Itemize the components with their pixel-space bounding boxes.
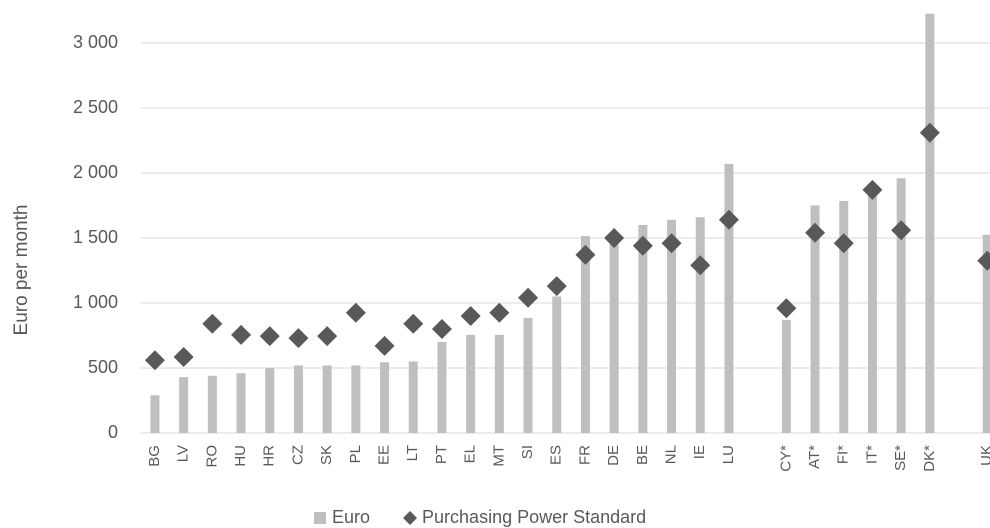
x-tick-label: CY* [777,445,794,472]
diamond-marker [259,326,280,347]
diamond-marker [977,250,990,271]
y-tick-label: 2 500 [73,97,118,117]
y-tick-label: 0 [108,422,118,442]
x-tick-label: LT [404,445,421,461]
diamond-marker [604,228,625,248]
diamond-marker [231,324,252,345]
x-tick-label: UK [978,445,990,466]
x-tick-label: IT* [863,445,880,464]
bar [925,13,935,433]
y-tick-label: 500 [88,357,118,377]
diamond-marker [862,179,883,200]
diamond-marker [173,346,194,367]
bar [322,365,332,433]
bar [494,334,504,433]
x-tick-label: DE [605,445,622,466]
diamond-marker [403,313,424,334]
x-tick-label: FI* [835,445,852,464]
bar [207,375,217,433]
legend-swatch [314,512,326,524]
diamond-marker [202,313,223,334]
x-tick-label: LV [175,445,192,462]
x-tick-label: BG [146,445,163,467]
diamond-marker [345,302,366,323]
bar [437,342,447,433]
x-tick-label: BE [634,445,651,465]
bar [150,395,160,433]
x-tick-label: AT* [806,445,823,469]
diamond-marker [632,235,653,256]
x-tick-label: CZ [289,445,306,465]
x-tick-label: HR [261,445,278,467]
diamond-marker [776,298,797,319]
x-tick-label: IE [691,445,708,459]
bar [810,205,820,433]
diamond-marker [919,122,940,143]
x-tick-label: EL [462,445,479,463]
diamond-marker [891,220,912,241]
diamond-marker [718,209,739,230]
diamond-marker [317,326,338,347]
bar [982,234,990,433]
x-tick-label: ES [548,445,565,465]
diamond-marker [661,233,682,254]
x-tick-label: NL [663,445,680,464]
y-tick-label: 3 000 [73,32,118,52]
x-tick-label: PL [347,445,364,463]
bar [724,163,734,433]
y-tick-label: 2 000 [73,162,118,182]
x-tick-label: SI [519,445,536,459]
diamond-marker [833,233,854,254]
x-tick-label: EE [376,445,393,465]
x-tick-label: MT [490,445,507,467]
bar [380,362,390,433]
bar [896,178,906,433]
x-tick-label: FR [576,445,593,465]
diamond-marker [575,244,596,265]
x-tick-label: SK [318,445,335,465]
bar [667,219,677,433]
bar [609,240,619,433]
bar [293,365,303,433]
diamond-marker [546,276,567,297]
diamond-marker [518,287,539,308]
diamond-marker [144,350,165,371]
diamond-marker [460,306,481,326]
legend-label: Purchasing Power Standard [422,507,646,527]
bar [839,200,849,433]
y-tick-label: 1 500 [73,227,118,247]
bar [580,236,590,433]
x-tick-label: SE* [892,445,909,471]
bar [351,365,361,433]
bar [408,361,418,433]
bar [638,225,648,433]
legend-label: Euro [332,507,370,527]
bar [695,217,705,433]
bar [179,377,189,433]
x-tick-label: RO [203,445,220,468]
bar [552,296,562,433]
x-tick-label: LU [720,445,737,464]
diamond-marker [489,302,510,323]
bar [466,334,476,433]
bar [867,189,877,433]
diamond-marker [374,335,395,356]
x-tick-label: PT [433,445,450,464]
diamond-marker [805,222,826,243]
legend-swatch [403,511,418,525]
y-axis-label: Euro per month [11,205,32,336]
x-tick-label: HU [232,445,249,467]
x-tick-label: DK* [921,445,938,472]
bar [523,317,533,433]
diamond-marker [431,319,452,339]
diamond-marker [690,255,711,276]
y-tick-label: 1 000 [73,292,118,312]
bar [236,373,246,433]
diamond-marker [288,328,309,349]
bar [265,368,275,433]
bar [781,319,791,433]
